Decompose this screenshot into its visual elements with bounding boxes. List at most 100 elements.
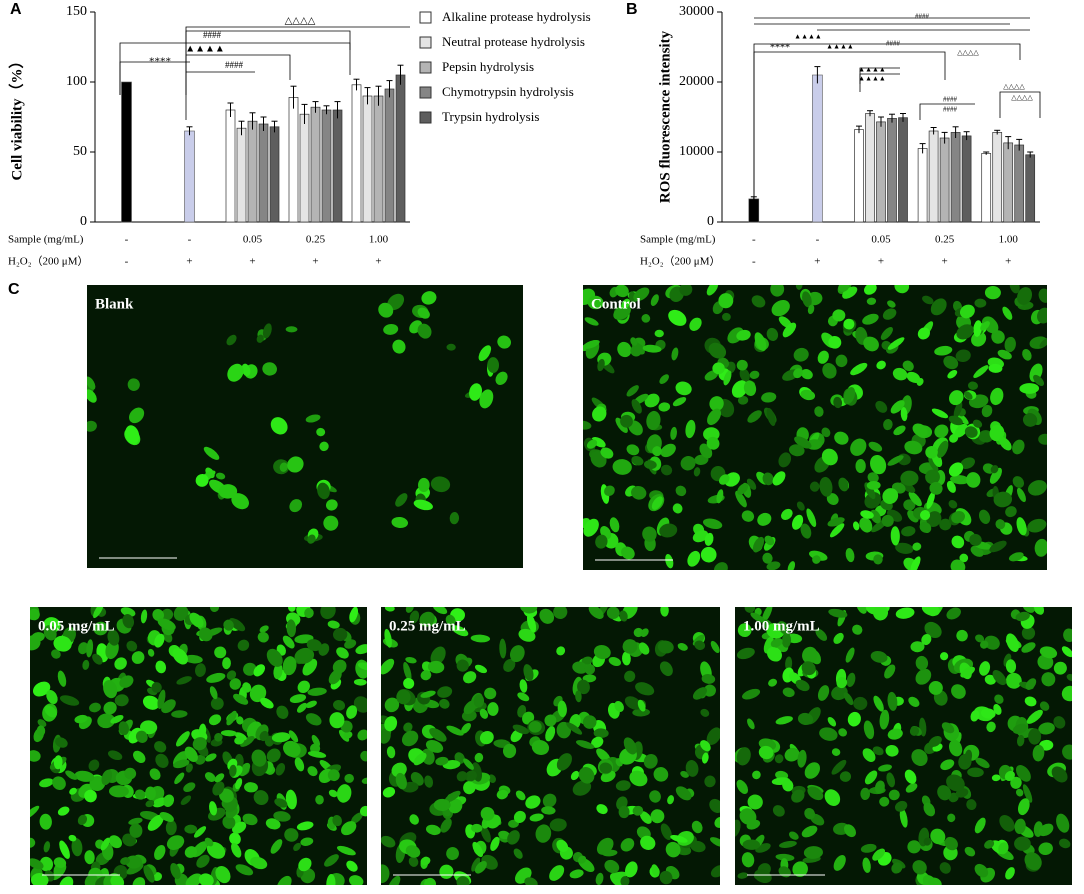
cell — [843, 387, 856, 405]
cell — [384, 697, 400, 713]
cells — [381, 607, 720, 885]
cell — [750, 612, 766, 623]
cell — [713, 562, 728, 570]
cell — [737, 872, 749, 879]
significance-mark: △△△△ — [285, 15, 316, 26]
cell — [963, 391, 973, 400]
cell — [1028, 728, 1042, 745]
cell — [839, 771, 852, 782]
cell — [694, 640, 706, 651]
error-bar — [334, 101, 341, 119]
cell — [220, 730, 237, 737]
cell — [883, 418, 893, 431]
cell — [974, 298, 987, 308]
cell — [1009, 285, 1020, 294]
cell — [526, 613, 537, 633]
cell — [948, 739, 963, 757]
cell — [936, 440, 949, 458]
cell — [926, 511, 942, 528]
cell — [305, 414, 321, 423]
cell — [843, 824, 856, 838]
cell — [975, 757, 990, 769]
cell — [930, 298, 947, 316]
cell — [214, 646, 227, 659]
cell — [519, 679, 528, 693]
cell — [405, 607, 414, 613]
cell — [923, 802, 936, 817]
cell — [973, 320, 983, 337]
cell — [667, 795, 675, 805]
cells — [30, 607, 367, 885]
cell — [752, 770, 761, 780]
bar — [950, 132, 961, 223]
cell — [1027, 480, 1047, 496]
cell — [147, 648, 155, 657]
cell — [879, 709, 890, 730]
cell — [819, 476, 833, 497]
cell — [584, 664, 596, 675]
bar — [351, 84, 362, 223]
cell — [895, 607, 915, 619]
cell — [843, 318, 855, 330]
bracket — [753, 43, 1021, 200]
cell — [660, 464, 673, 476]
cell — [802, 646, 818, 664]
cell — [474, 664, 488, 674]
cell — [1041, 672, 1056, 687]
cell — [155, 660, 167, 674]
cell — [1022, 607, 1035, 613]
cell — [223, 619, 234, 631]
cell — [660, 607, 669, 617]
cell — [46, 690, 58, 705]
image-label: 1.00 mg/mL — [743, 618, 820, 634]
y-tick-label: 150 — [66, 4, 87, 19]
cell — [154, 741, 167, 753]
cell — [84, 850, 95, 865]
cell — [183, 782, 196, 793]
cell — [944, 836, 958, 851]
cell — [473, 694, 485, 708]
cell — [1017, 798, 1030, 816]
cell — [253, 790, 269, 806]
cell — [448, 798, 463, 814]
cell — [101, 769, 113, 786]
cell — [513, 848, 523, 859]
cell — [690, 840, 706, 853]
cell — [842, 286, 858, 299]
cell — [1014, 818, 1026, 835]
cell — [456, 876, 470, 885]
cell — [502, 743, 517, 759]
cell — [946, 480, 956, 493]
cell — [709, 798, 720, 813]
cell — [307, 687, 327, 696]
cell — [382, 787, 396, 798]
cell — [288, 607, 296, 612]
bar — [1014, 144, 1025, 223]
x-tick-label: + — [186, 256, 192, 268]
cell — [691, 820, 703, 834]
cell — [1014, 836, 1031, 851]
cell — [383, 323, 399, 335]
cell — [496, 789, 509, 800]
error-bar — [312, 101, 319, 113]
error-bar — [814, 66, 821, 84]
cell — [395, 772, 407, 790]
cell — [296, 821, 314, 831]
cell — [266, 648, 283, 667]
cell — [793, 347, 809, 362]
cell — [912, 860, 927, 875]
cell — [43, 625, 57, 641]
cell — [110, 714, 124, 724]
cell — [51, 649, 61, 659]
cell — [604, 485, 615, 497]
cell — [670, 426, 677, 440]
bar — [384, 88, 395, 223]
cell — [615, 285, 629, 298]
cell — [1038, 842, 1053, 856]
x-tick-label: - — [752, 234, 756, 246]
cell — [906, 371, 921, 384]
bar — [310, 106, 321, 223]
cell — [1061, 685, 1072, 702]
cells — [735, 607, 1072, 885]
cell — [900, 406, 908, 422]
